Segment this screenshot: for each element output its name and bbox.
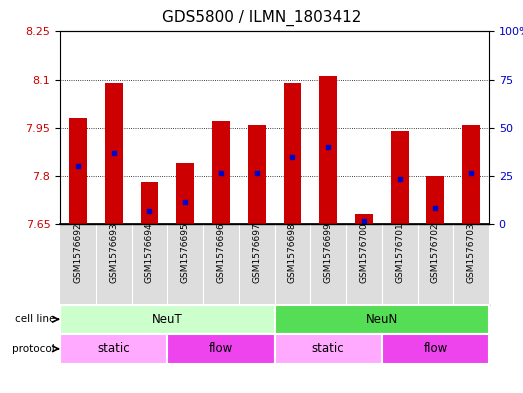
Text: flow: flow <box>423 342 448 355</box>
Bar <box>391 131 408 224</box>
Bar <box>176 163 194 224</box>
Text: cell line: cell line <box>15 314 55 324</box>
Text: NeuT: NeuT <box>152 313 183 326</box>
Bar <box>141 182 158 224</box>
Bar <box>319 76 337 224</box>
Bar <box>426 176 445 224</box>
Bar <box>60 305 275 334</box>
Bar <box>212 121 230 224</box>
Bar <box>69 118 87 224</box>
Bar <box>167 334 275 364</box>
Bar <box>283 83 301 224</box>
Bar <box>275 305 489 334</box>
Text: static: static <box>312 342 345 355</box>
Text: static: static <box>97 342 130 355</box>
Bar <box>355 214 373 224</box>
Bar <box>382 334 489 364</box>
Bar <box>60 334 167 364</box>
Text: GDS5800 / ILMN_1803412: GDS5800 / ILMN_1803412 <box>162 10 361 26</box>
Bar <box>275 334 382 364</box>
Bar <box>105 83 123 224</box>
Text: protocol: protocol <box>12 344 55 354</box>
Bar <box>248 125 266 224</box>
Text: flow: flow <box>209 342 233 355</box>
Text: NeuN: NeuN <box>366 313 398 326</box>
Bar <box>462 125 480 224</box>
